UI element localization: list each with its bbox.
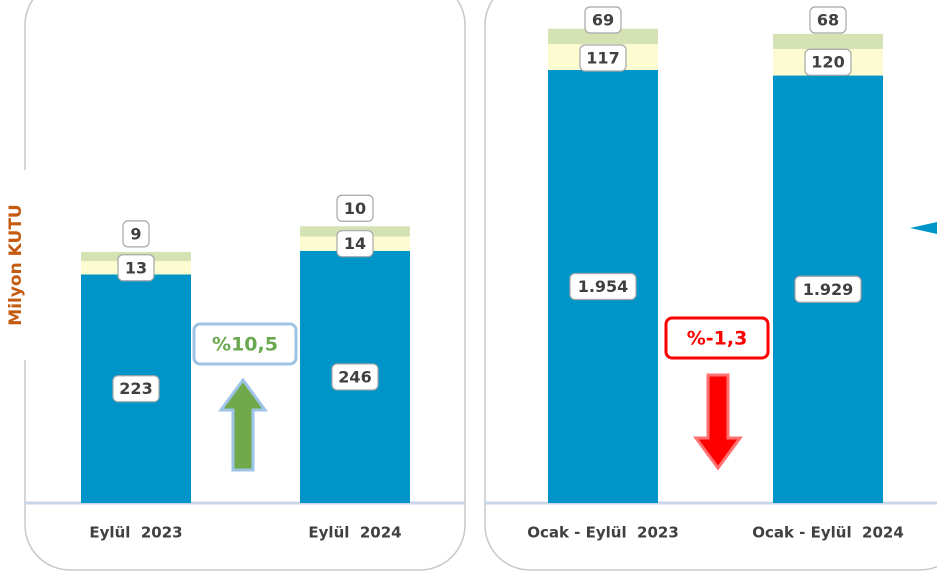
value-label: 120 (811, 53, 844, 72)
value-label-box (579, 44, 627, 72)
value-label: 13 (125, 258, 147, 277)
label-bg (3, 170, 29, 360)
value-label: 14 (344, 234, 366, 253)
trend-arrow (218, 377, 268, 472)
value-label-box (804, 48, 852, 76)
value-label: 1.929 (803, 280, 854, 299)
value-label-box (117, 254, 155, 282)
value-label: 117 (586, 49, 619, 68)
value-label-box (336, 194, 374, 222)
annotation-box (664, 316, 770, 360)
annotation-box (192, 322, 298, 366)
value-label-box (122, 220, 150, 248)
annotation: %-1,3 (687, 328, 748, 350)
value-label: 9 (130, 224, 141, 243)
value-label-box (569, 272, 637, 301)
value-label: 68 (817, 11, 839, 30)
value-label-box (794, 275, 862, 303)
x-tick-label: Ocak - Eylül 2023 (527, 524, 679, 542)
value-label-box (331, 363, 379, 391)
x-tick-label: Eylül 2024 (308, 524, 401, 542)
panel (484, 0, 937, 571)
bar-segment (773, 33, 883, 49)
x-tick-label: Eylül 2023 (89, 524, 182, 542)
value-label-box (584, 6, 622, 34)
bar-segment (548, 28, 658, 45)
value-label: 223 (119, 379, 152, 398)
value-label: 1.954 (578, 277, 629, 296)
y-axis-label: Milyon KUTU (6, 204, 26, 325)
x-tick-label: Ocak - Eylül 2024 (752, 524, 904, 542)
value-label-box (112, 375, 160, 403)
value-label-box (809, 6, 847, 34)
value-label: 246 (338, 367, 371, 386)
trend-arrow (693, 373, 743, 471)
value-label: 69 (592, 11, 614, 30)
value-label: 10 (344, 199, 366, 218)
annotation: %10,5 (212, 334, 278, 356)
value-label-box (336, 230, 374, 258)
